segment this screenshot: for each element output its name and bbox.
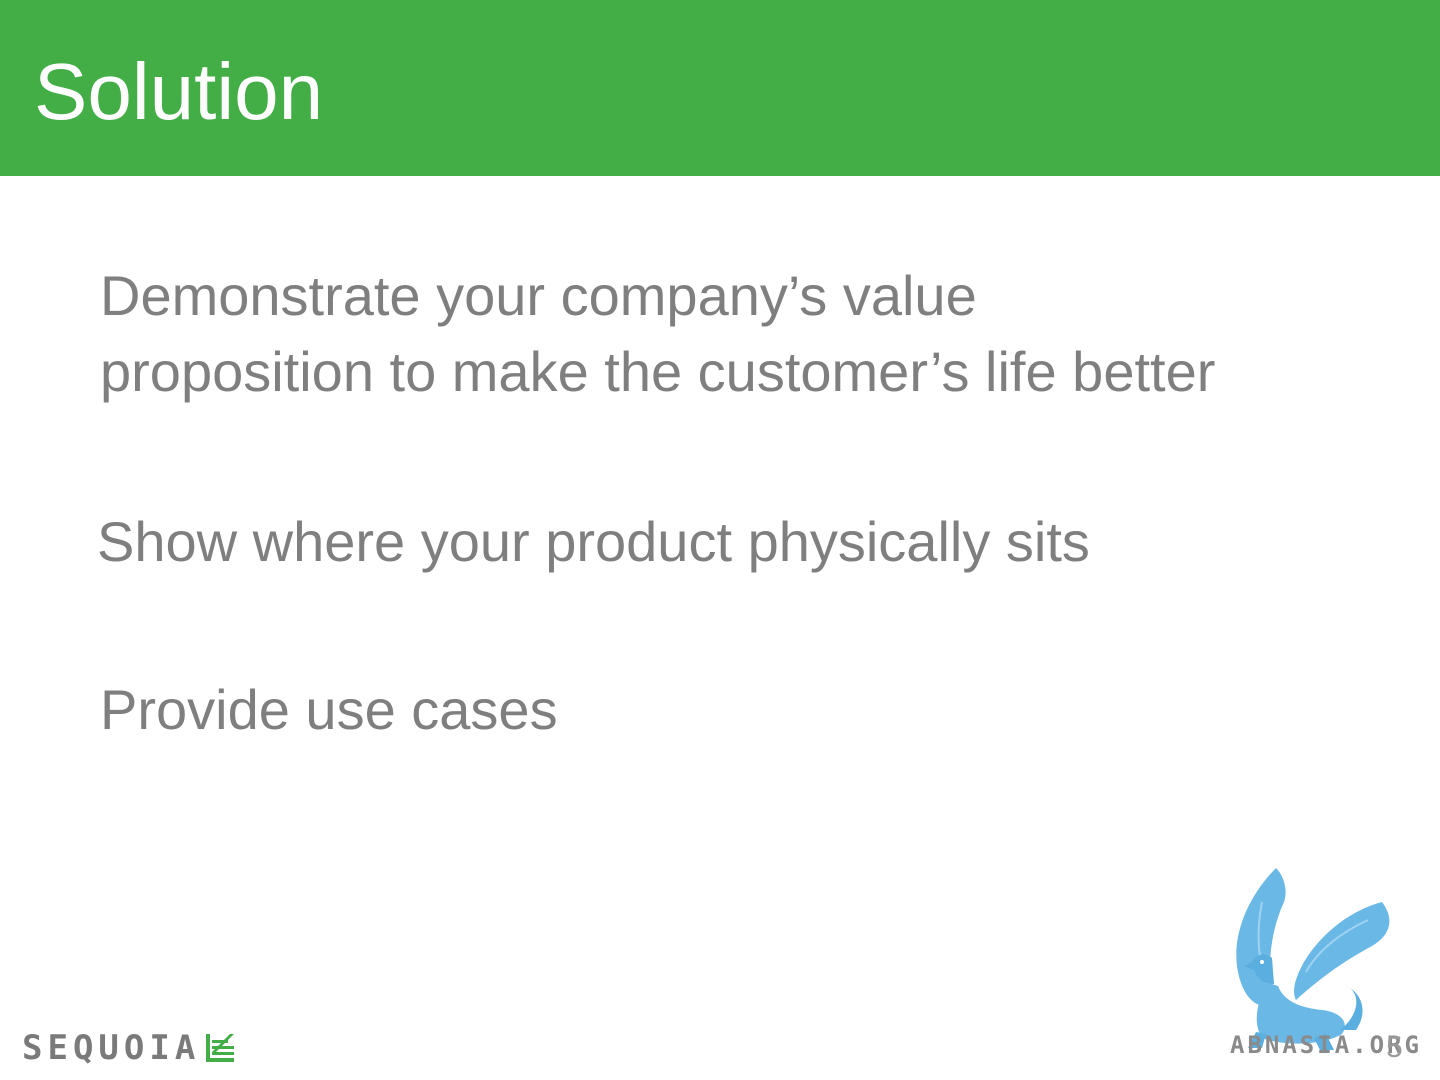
bullet-line: Show where your product physically sits [97,510,1090,573]
watermark-text: ABNASIA.ORG [1230,1031,1422,1059]
bullet-product-placement: Show where your product physically sits [97,504,1090,580]
bullet-line: proposition to make the customer’s life … [100,340,1216,403]
bullet-line: Demonstrate your company’s value [100,264,977,327]
bullet-line: Provide use cases [100,678,558,741]
title-bar: Solution [0,0,1440,176]
bullet-use-cases: Provide use cases [100,672,558,748]
sequoia-logo: SEQUOIA [22,1028,236,1068]
slide-title: Solution [34,47,324,136]
bullet-value-proposition: Demonstrate your company’s value proposi… [100,258,1215,410]
sequoia-logo-text: SEQUOIA [22,1028,201,1068]
sequoia-tree-icon [206,1034,235,1062]
griffin-icon [1236,868,1390,1050]
page-number: 5 [1386,1031,1403,1064]
